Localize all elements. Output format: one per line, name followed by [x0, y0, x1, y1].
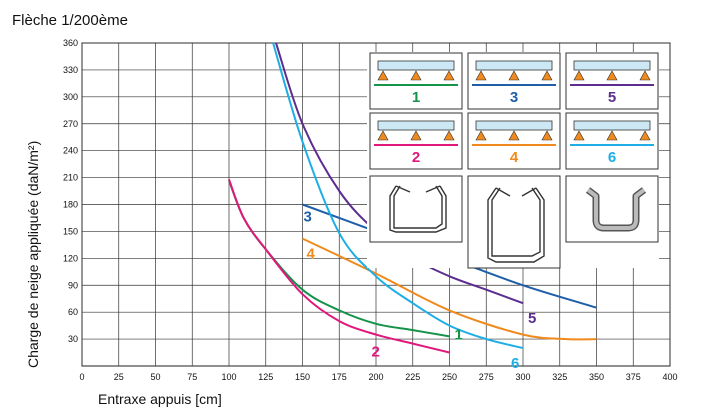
y-tick-label: 300 [63, 92, 78, 102]
x-tick-label: 400 [662, 372, 677, 382]
profile-box-1 [369, 175, 463, 243]
series-label-2: 2 [372, 344, 380, 361]
y-tick-label: 330 [63, 65, 78, 75]
x-tick-label: 0 [79, 372, 84, 382]
y-tick-labels: 30 60 90 120 150 180 210 240 270 300 330 360 [63, 38, 78, 344]
support-triangle-icon [377, 130, 389, 141]
series-label-4: 4 [307, 246, 316, 263]
support-triangle-icon [508, 130, 520, 141]
x-tick-label: 100 [221, 372, 236, 382]
profile-box-3 [565, 175, 659, 243]
legend-number: 1 [412, 89, 420, 106]
support-triangle-icon [573, 70, 585, 81]
series-label-6: 6 [511, 355, 519, 372]
chart-title: Flèche 1/200ème [12, 12, 128, 29]
legend-number: 4 [510, 149, 519, 166]
y-tick-label: 270 [63, 119, 78, 129]
support-triangle-icon [475, 130, 487, 141]
series-line-4 [302, 237, 597, 341]
x-tick-label: 25 [114, 372, 124, 382]
support-triangle-icon [639, 70, 651, 81]
support-triangle-icon [508, 70, 520, 81]
y-axis-label: Charge de neige appliquée (daN/m²) [25, 141, 41, 368]
support-triangle-icon [410, 70, 422, 81]
legend-number: 2 [412, 149, 420, 166]
support-triangle-icon [606, 130, 618, 141]
y-tick-label: 90 [68, 280, 78, 290]
beam-icon [377, 60, 455, 71]
beam-icon [377, 120, 455, 131]
support-triangle-icon [573, 130, 585, 141]
legend-number: 5 [608, 89, 616, 106]
profile-frame [565, 175, 659, 243]
x-tick-label: 350 [589, 372, 604, 382]
support-triangle-icon [541, 70, 553, 81]
y-tick-label: 30 [68, 334, 78, 344]
beam-icon [475, 120, 553, 131]
x-tick-label: 150 [295, 372, 310, 382]
y-tick-label: 180 [63, 200, 78, 210]
support-triangle-icon [410, 130, 422, 141]
x-tick-label: 50 [150, 372, 160, 382]
series-line-6 [272, 42, 524, 350]
rounded-u-profile-icon-highlight [586, 188, 646, 230]
support-triangle-icon [541, 130, 553, 141]
series-label-5: 5 [528, 310, 536, 327]
x-tick-label: 250 [442, 372, 457, 382]
profile-frame [467, 175, 561, 269]
support-triangle-icon [443, 130, 455, 141]
support-triangle-icon [475, 70, 487, 81]
support-triangle-icon [639, 130, 651, 141]
y-tick-label: 210 [63, 173, 78, 183]
y-tick-label: 150 [63, 226, 78, 236]
x-tick-label: 275 [479, 372, 494, 382]
bent-profile-icon [487, 187, 545, 263]
series-label-3: 3 [304, 209, 312, 226]
y-tick-label: 360 [63, 38, 78, 48]
series-label-1: 1 [455, 326, 463, 343]
legend: 1 3 5 2 4 6 [367, 52, 659, 269]
series-labels: 1 2 3 4 5 6 [304, 209, 537, 373]
beam-icon [573, 60, 651, 71]
x-tick-label: 325 [552, 372, 567, 382]
x-tick-label: 75 [187, 372, 197, 382]
legend-entry-4: 4 [467, 112, 561, 170]
support-triangle-icon [377, 70, 389, 81]
legend-number: 3 [510, 89, 518, 106]
x-tick-labels: 0 25 50 75 100 125 150 175 200 225 250 275 300 325 350… [79, 372, 677, 382]
x-tick-label: 125 [258, 372, 273, 382]
y-tick-label: 120 [63, 253, 78, 263]
x-tick-label: 225 [405, 372, 420, 382]
x-tick-label: 375 [626, 372, 641, 382]
legend-entry-5: 5 [565, 52, 659, 110]
series-line-2 [228, 179, 450, 354]
support-triangle-icon [606, 70, 618, 81]
legend-entry-2: 2 [369, 112, 463, 170]
y-tick-label: 60 [68, 307, 78, 317]
x-tick-label: 300 [515, 372, 530, 382]
beam-icon [475, 60, 553, 71]
legend-entry-3: 3 [467, 52, 561, 110]
profile-box-2 [467, 175, 561, 269]
x-tick-label: 200 [368, 372, 383, 382]
legend-entry-1: 1 [369, 52, 463, 110]
legend-entry-6: 6 [565, 112, 659, 170]
x-axis-label: Entraxe appuis [cm] [98, 391, 222, 407]
bent-profile-icon [389, 185, 447, 233]
support-triangle-icon [443, 70, 455, 81]
x-tick-label: 175 [332, 372, 347, 382]
legend-number: 6 [608, 149, 616, 166]
y-tick-label: 240 [63, 146, 78, 156]
beam-icon [573, 120, 651, 131]
